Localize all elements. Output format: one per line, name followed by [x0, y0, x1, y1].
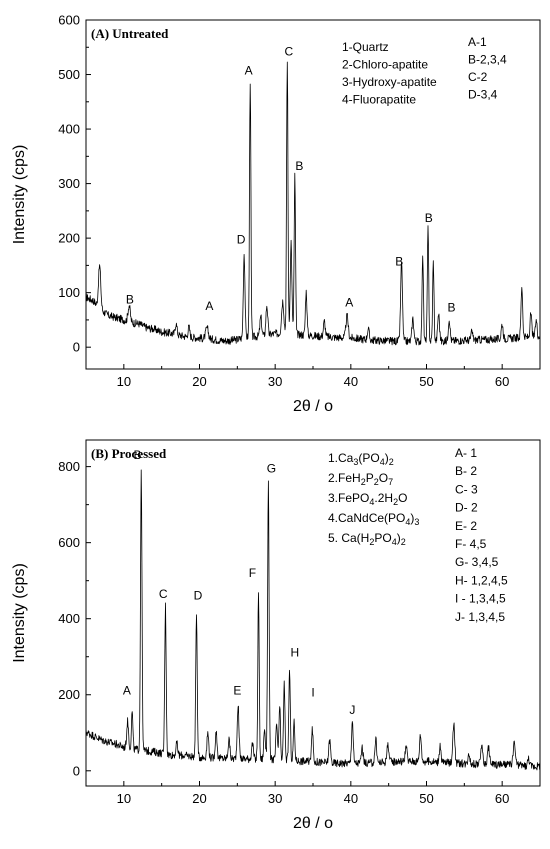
legend-phase-entry: 1-Quartz [342, 40, 389, 54]
peak-annotation: B [133, 448, 141, 462]
y-tick-label: 0 [73, 763, 80, 778]
xrd-trace [86, 62, 540, 345]
peak-annotation: A [205, 299, 213, 313]
legend-peak-entry: B- 2 [455, 464, 477, 478]
legend-peak-entry: D- 2 [455, 501, 478, 515]
peak-annotation: B [425, 211, 433, 225]
y-tick-label: 500 [58, 67, 80, 82]
x-tick-label: 20 [192, 791, 206, 806]
x-tick-label: 60 [495, 791, 509, 806]
legend-phase-entry: 3-Hydroxy-apatite [342, 75, 437, 89]
y-tick-label: 300 [58, 176, 80, 191]
x-tick-label: 30 [268, 374, 282, 389]
y-axis-title: Intensity (cps) [11, 563, 28, 663]
legend-peak-entry: E- 2 [455, 519, 477, 533]
x-axis-title: 2θ / o [293, 398, 333, 415]
legend-peak-entry: J- 1,3,4,5 [455, 610, 505, 624]
x-tick-label: 40 [344, 374, 358, 389]
legend-peak-entry: A-1 [468, 35, 487, 49]
y-tick-label: 600 [58, 535, 80, 550]
peak-annotation: B [395, 254, 403, 268]
legend-compound-entry: 3.FePO4.2H2O [328, 491, 407, 507]
legend-phase-entry: 4-Fluorapatite [342, 93, 416, 107]
x-tick-label: 60 [495, 374, 509, 389]
legend-compound-entry: 1.Ca3(PO4)2 [328, 451, 394, 467]
panel-label: (B) Processed [91, 446, 167, 461]
legend-peak-entry: A- 1 [455, 446, 477, 460]
peak-annotation: I [311, 686, 314, 700]
legend-peak-entry: G- 3,4,5 [455, 555, 499, 569]
legend-phase-entry: 2-Chloro-apatite [342, 58, 428, 72]
legend-compound-entry: 2.FeH2P2O7 [328, 471, 393, 487]
legend-peak-entry: F- 4,5 [455, 537, 487, 551]
x-tick-label: 50 [419, 791, 433, 806]
peak-annotation: B [295, 159, 303, 173]
x-tick-label: 10 [117, 374, 131, 389]
y-tick-label: 200 [58, 231, 80, 246]
x-tick-label: 40 [344, 791, 358, 806]
x-tick-label: 20 [192, 374, 206, 389]
x-tick-label: 30 [268, 791, 282, 806]
x-tick-label: 10 [117, 791, 131, 806]
y-tick-label: 100 [58, 285, 80, 300]
legend-compound-entry: 4.CaNdCe(PO4)3 [328, 511, 419, 527]
legend-compound-entry: 5. Ca(H2PO4)2 [328, 531, 406, 547]
peak-annotation: C [284, 44, 293, 58]
peak-annotation: H [291, 646, 300, 660]
y-axis-title: Intensity (cps) [11, 145, 28, 245]
panel-label: (A) Untreated [91, 26, 169, 41]
peak-annotation: E [233, 684, 241, 698]
peak-annotation: F [249, 566, 256, 580]
legend-peak-entry: I - 1,3,4,5 [455, 592, 506, 606]
y-tick-label: 600 [58, 13, 80, 28]
y-tick-label: 400 [58, 611, 80, 626]
peak-annotation: B [126, 293, 134, 307]
legend-peak-entry: C-2 [468, 70, 488, 84]
legend-peak-entry: B-2,3,4 [468, 53, 507, 67]
y-tick-label: 800 [58, 459, 80, 474]
x-axis-title: 2θ / o [293, 815, 333, 832]
peak-annotation: J [349, 703, 355, 717]
peak-annotation: B [447, 301, 455, 315]
peak-annotation: A [345, 295, 353, 309]
legend-peak-entry: H- 1,2,4,5 [455, 573, 508, 587]
y-tick-label: 400 [58, 122, 80, 137]
peak-annotation: G [267, 461, 276, 475]
legend-peak-entry: D-3,4 [468, 88, 498, 102]
y-tick-label: 0 [73, 340, 80, 355]
peak-annotation: A [245, 64, 253, 78]
peak-annotation: D [237, 233, 246, 247]
peak-annotation: A [123, 684, 131, 698]
x-tick-label: 50 [419, 374, 433, 389]
peak-annotation: D [194, 589, 203, 603]
y-tick-label: 200 [58, 687, 80, 702]
peak-annotation: C [159, 587, 168, 601]
legend-peak-entry: C- 3 [455, 482, 478, 496]
